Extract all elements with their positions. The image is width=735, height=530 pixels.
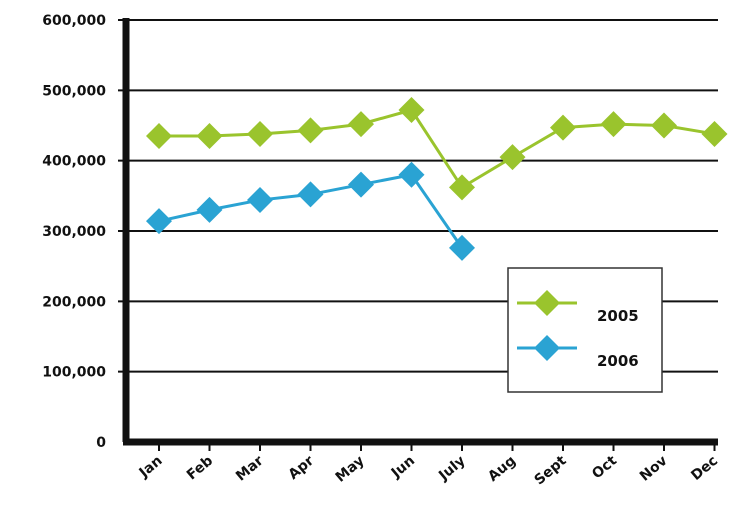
x-tick-label: July bbox=[435, 453, 468, 485]
series-2006-point bbox=[297, 181, 324, 208]
series-2005-point bbox=[398, 97, 425, 124]
series-2005-point bbox=[651, 112, 677, 139]
x-axis-tick-labels: Jan Feb Mar Apr May Jun July Aug Sept Oct Nov Dec bbox=[136, 442, 721, 488]
legend-item-2006: 2006 bbox=[517, 335, 639, 370]
legend-swatch-marker bbox=[534, 290, 560, 316]
x-tick-label: Apr bbox=[286, 453, 318, 483]
legend-box bbox=[507, 267, 663, 393]
series-2005-point bbox=[701, 120, 728, 147]
x-tick-label: Oct bbox=[589, 453, 620, 483]
y-tick-label: 500,000 bbox=[42, 83, 106, 99]
x-tick-label: May bbox=[333, 453, 368, 486]
series-2006-point bbox=[348, 171, 374, 198]
series-2005-point bbox=[449, 174, 475, 201]
x-tick-label: Aug bbox=[485, 453, 519, 485]
series-2005-point bbox=[348, 111, 374, 138]
series-2006-point bbox=[146, 208, 172, 235]
y-axis-tick-labels: 0 100,000 200,000 300,000 400,000 500,000 600,… bbox=[42, 13, 106, 451]
series-2005-point bbox=[550, 114, 576, 141]
y-tick-label: 600,000 bbox=[42, 13, 106, 29]
series-2006-point bbox=[449, 234, 475, 261]
y-tick-label: 200,000 bbox=[42, 294, 106, 310]
series-2005-point bbox=[196, 123, 223, 150]
x-tick-label: Nov bbox=[637, 453, 671, 485]
series-2005-point bbox=[247, 120, 273, 147]
series-2005 bbox=[146, 97, 728, 201]
y-tick-label: 300,000 bbox=[42, 224, 106, 240]
x-tick-label: Mar bbox=[233, 453, 267, 485]
legend: 2005 2006 bbox=[507, 267, 663, 393]
x-tick-label: Dec bbox=[688, 453, 721, 484]
series-2006-point bbox=[196, 196, 223, 223]
axes bbox=[122, 18, 718, 446]
legend-label: 2005 bbox=[597, 307, 639, 325]
x-tick-label: Feb bbox=[184, 453, 216, 484]
x-tick-label: Jun bbox=[388, 453, 418, 482]
series-layer bbox=[146, 97, 728, 261]
legend-label: 2006 bbox=[597, 352, 639, 370]
legend-swatch-marker bbox=[534, 335, 560, 361]
legend-item-2005: 2005 bbox=[517, 290, 639, 325]
x-tick-label: Jan bbox=[136, 453, 166, 482]
series-2005-line bbox=[159, 108, 715, 190]
series-2005-point bbox=[297, 117, 324, 144]
y-tick-label: 400,000 bbox=[42, 154, 106, 170]
series-2005-point bbox=[600, 111, 627, 138]
series-2005-point bbox=[499, 144, 526, 171]
x-tick-label: Sept bbox=[531, 453, 569, 489]
y-tick-label: 0 bbox=[96, 435, 106, 451]
series-2005-point bbox=[146, 123, 172, 150]
series-2006 bbox=[146, 161, 475, 261]
series-2006-point bbox=[247, 187, 273, 214]
series-2006-point bbox=[398, 161, 425, 188]
y-tick-label: 100,000 bbox=[42, 365, 106, 381]
